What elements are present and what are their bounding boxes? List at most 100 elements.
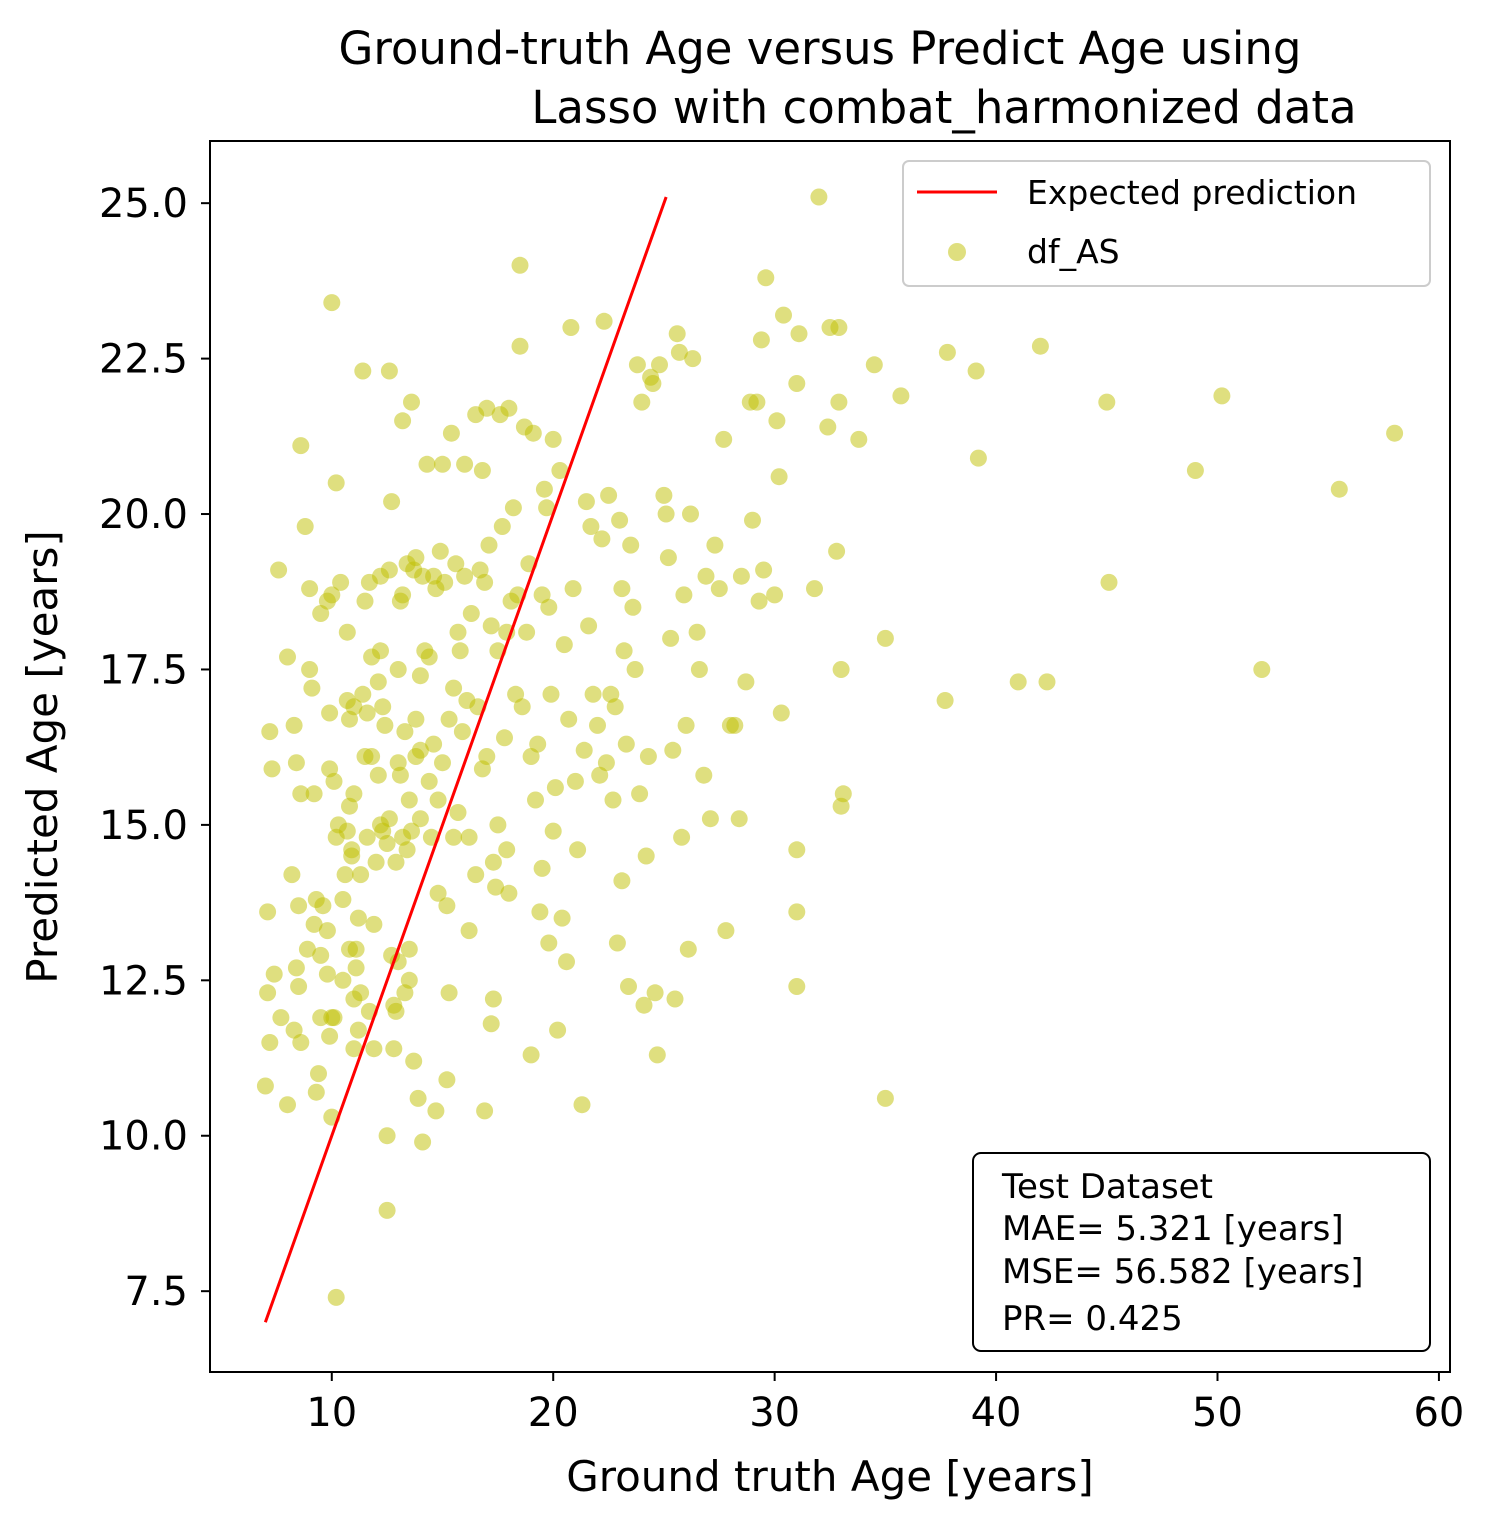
y-tick-label: 20.0 (99, 492, 188, 538)
data-point (730, 810, 748, 828)
data-point (617, 735, 635, 753)
data-point (533, 586, 551, 604)
data-point (606, 698, 624, 716)
data-point (279, 648, 296, 666)
data-point (717, 922, 735, 940)
stats-line-title: Test Dataset (1001, 1167, 1213, 1207)
data-point (301, 661, 319, 678)
data-point (633, 393, 651, 411)
data-point (726, 716, 744, 734)
data-point (287, 754, 305, 772)
stats-box: Test Dataset MAE= 5.321 [years] MSE= 56.… (972, 1152, 1431, 1352)
data-point (287, 959, 305, 977)
data-point (442, 424, 460, 442)
data-point (272, 1009, 290, 1027)
data-point (374, 698, 392, 716)
chart-title-line-1: Ground-truth Age versus Predict Age usin… (339, 22, 1302, 75)
data-point (449, 804, 467, 821)
data-point (321, 1027, 339, 1045)
data-point (440, 710, 458, 728)
y-tick-label: 15.0 (99, 803, 188, 849)
data-point (615, 642, 633, 660)
data-point (301, 580, 319, 598)
data-point (834, 785, 852, 803)
data-point (387, 1002, 405, 1020)
data-point (460, 922, 478, 940)
legend-box (902, 160, 1431, 287)
data-point (323, 294, 341, 312)
data-point (1330, 480, 1348, 498)
data-point (318, 922, 336, 940)
data-point (456, 455, 474, 473)
data-point (562, 319, 580, 336)
data-point (768, 412, 786, 430)
data-point (832, 661, 850, 678)
data-point (1186, 462, 1204, 479)
data-point (604, 791, 622, 809)
data-point (292, 785, 310, 803)
expected-prediction-line (263, 196, 668, 1323)
data-point (524, 424, 542, 442)
data-point (478, 399, 496, 417)
data-point (478, 748, 496, 765)
data-point (828, 542, 846, 560)
data-point (356, 592, 374, 610)
data-point (876, 1089, 894, 1107)
data-point (440, 984, 458, 1002)
data-point (352, 866, 370, 884)
y-tick-label: 25.0 (99, 181, 188, 227)
data-point (500, 399, 518, 417)
data-point (593, 530, 611, 548)
data-point (752, 331, 770, 349)
data-point (391, 766, 409, 784)
data-point (476, 573, 494, 591)
data-point (447, 555, 465, 573)
data-point (553, 909, 571, 927)
data-point (790, 325, 808, 343)
data-point (690, 661, 708, 678)
data-point (806, 580, 823, 598)
data-point (766, 586, 784, 604)
data-point (327, 474, 345, 492)
y-tick-label: 12.5 (99, 958, 188, 1004)
data-point (323, 586, 341, 604)
data-point (1100, 573, 1118, 591)
data-point (657, 505, 675, 523)
data-point (757, 269, 775, 287)
x-tick-label: 30 (749, 1390, 800, 1436)
chart-title-line-2: Lasso with combat_harmonized data (531, 81, 1356, 134)
data-point (318, 965, 336, 983)
data-point (558, 953, 575, 971)
data-point (600, 486, 618, 504)
data-point (338, 623, 356, 641)
data-point (367, 853, 385, 871)
data-point (628, 356, 646, 374)
data-point (644, 375, 662, 392)
data-point (312, 946, 330, 964)
data-point (460, 828, 478, 846)
legend-label-expected: Expected prediction (1027, 173, 1357, 212)
data-point (398, 841, 416, 859)
data-point (732, 567, 750, 585)
data-point (425, 735, 443, 753)
data-point (892, 387, 910, 405)
data-point (292, 437, 310, 455)
data-point (540, 598, 558, 616)
y-tick-label: 17.5 (99, 647, 188, 693)
data-point (498, 841, 516, 859)
data-point (407, 710, 425, 728)
data-point (363, 748, 381, 765)
data-point (256, 1077, 274, 1095)
data-point (420, 772, 438, 790)
data-point (788, 978, 806, 995)
data-point (438, 1071, 456, 1089)
data-point (312, 605, 330, 622)
data-point (345, 1040, 363, 1058)
data-point (544, 822, 562, 840)
x-tick-label: 10 (306, 1390, 357, 1436)
data-point (1009, 673, 1027, 691)
data-point (682, 505, 699, 523)
data-point (380, 810, 398, 828)
data-point (737, 673, 755, 691)
data-point (431, 542, 449, 560)
